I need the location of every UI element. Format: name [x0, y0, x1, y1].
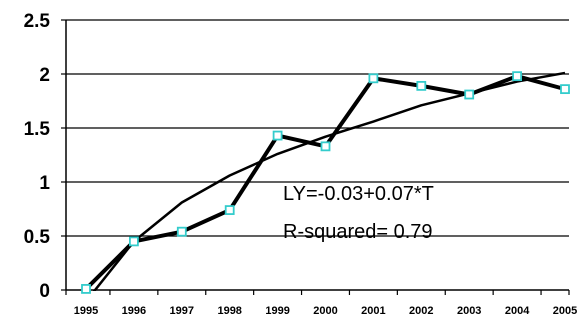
tick-marks	[61, 19, 570, 295]
data-point-marker	[128, 236, 139, 247]
x-tick-label: 1999	[265, 305, 289, 317]
data-point-marker	[560, 84, 570, 95]
y-tick-label: 1	[39, 173, 50, 194]
x-tick-label: 1998	[217, 305, 241, 317]
x-tick-label: 2004	[505, 305, 530, 317]
y-tick-label: 0	[39, 281, 50, 302]
x-tick-label: 2003	[457, 305, 481, 317]
equation-annotation: LY=-0.03+0.07*T	[283, 183, 434, 205]
data-point-marker	[320, 141, 331, 152]
data-point-marker	[464, 89, 475, 100]
data-point-marker	[224, 205, 235, 215]
x-tick-label: 1997	[170, 305, 194, 317]
x-tick-label: 1995	[74, 305, 98, 317]
y-tick-label: 2.5	[24, 11, 51, 32]
y-tick-labels: 0 0.5 1 1.5 2 2.5	[24, 11, 51, 302]
data-point-marker	[416, 80, 427, 91]
y-tick-label: 1.5	[24, 119, 51, 140]
data-point-marker	[176, 226, 187, 237]
gridlines	[66, 19, 569, 237]
x-tick-label: 2005	[553, 305, 577, 317]
x-tick-label: 2000	[313, 305, 337, 317]
x-tick-label: 2001	[361, 305, 385, 317]
y-tick-label: 0.5	[24, 227, 51, 248]
r-squared-annotation: R-squared= 0.79	[283, 221, 433, 243]
x-tick-labels: 1995 1996 1997 1998 1999 2000 2001 2002 2003 2004…	[74, 305, 577, 317]
x-tick-label: 2002	[409, 305, 433, 317]
data-point-marker	[272, 130, 283, 141]
x-tick-label: 1996	[122, 305, 146, 317]
data-point-marker	[81, 284, 91, 294]
data-point-marker	[368, 73, 379, 84]
data-point-marker	[512, 71, 522, 82]
y-tick-label: 2	[39, 65, 50, 86]
series-group	[81, 71, 570, 294]
